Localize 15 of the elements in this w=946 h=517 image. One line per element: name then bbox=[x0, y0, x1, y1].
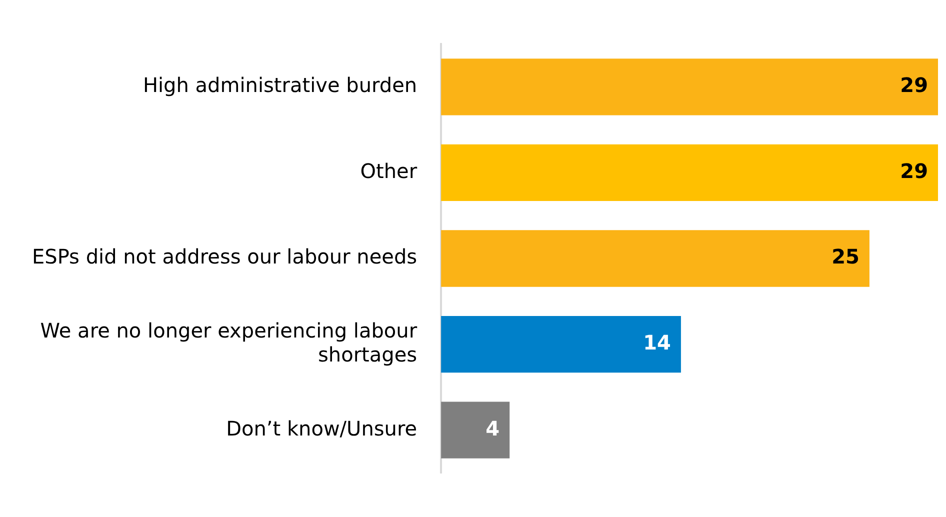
bar bbox=[441, 402, 510, 458]
data-label: 29 bbox=[900, 158, 928, 183]
y-tick-label: Other bbox=[360, 158, 418, 183]
data-label: 29 bbox=[900, 73, 928, 98]
bar bbox=[441, 144, 938, 202]
y-tick-label: Don’t know/Unsure bbox=[226, 416, 418, 440]
bar bbox=[441, 58, 938, 116]
data-label: 4 bbox=[486, 416, 500, 440]
data-label: 25 bbox=[832, 244, 860, 269]
bar bbox=[441, 316, 681, 373]
data-label: 14 bbox=[643, 330, 671, 355]
y-tick-label: High administrative burden bbox=[142, 73, 418, 98]
y-tick-label: ESPs did not address our labour needs bbox=[32, 244, 418, 269]
y-tick-label: We are no longer experiencing labour shortages bbox=[40, 318, 418, 367]
bar bbox=[441, 230, 870, 287]
